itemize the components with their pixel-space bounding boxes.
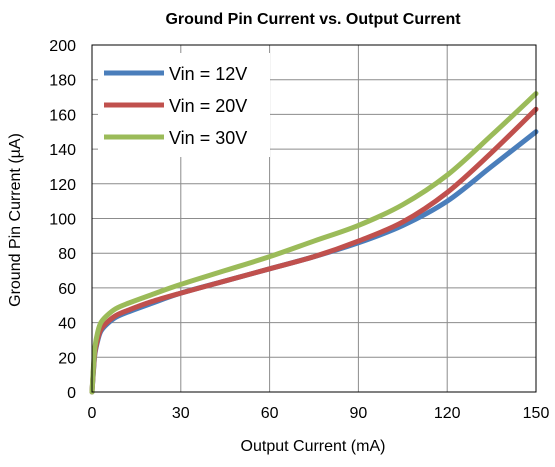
- y-tick-label: 200: [49, 38, 76, 55]
- x-tick-label: 0: [88, 405, 97, 422]
- y-tick-label: 0: [67, 385, 76, 402]
- y-tick-label: 60: [58, 281, 76, 298]
- x-tick-label: 120: [434, 405, 461, 422]
- y-tick-label: 160: [49, 107, 76, 124]
- y-tick-label: 120: [49, 177, 76, 194]
- chart-title: Ground Pin Current vs. Output Current: [165, 11, 461, 28]
- x-tick-label: 60: [261, 405, 279, 422]
- y-tick-label: 180: [49, 73, 76, 90]
- y-tick-label: 100: [49, 212, 76, 229]
- legend-label-3: Vin = 30V: [169, 128, 247, 148]
- plot-area-frame: [91, 44, 537, 393]
- y-tick-label: 80: [58, 246, 76, 263]
- x-tick-label: 90: [350, 405, 368, 422]
- x-axis-label: Output Current (mA): [241, 438, 386, 455]
- y-tick-label: 40: [58, 316, 76, 333]
- y-axis-label: Ground Pin Current (µA): [7, 133, 24, 307]
- legend-label-2: Vin = 20V: [169, 96, 247, 116]
- series-line-3: [89, 91, 539, 395]
- y-tick-label: 140: [49, 142, 76, 159]
- y-tick-label: 20: [58, 350, 76, 367]
- x-tick-label: 150: [523, 405, 550, 422]
- x-tick-label: 30: [172, 405, 190, 422]
- legend-label-1: Vin = 12V: [169, 64, 247, 84]
